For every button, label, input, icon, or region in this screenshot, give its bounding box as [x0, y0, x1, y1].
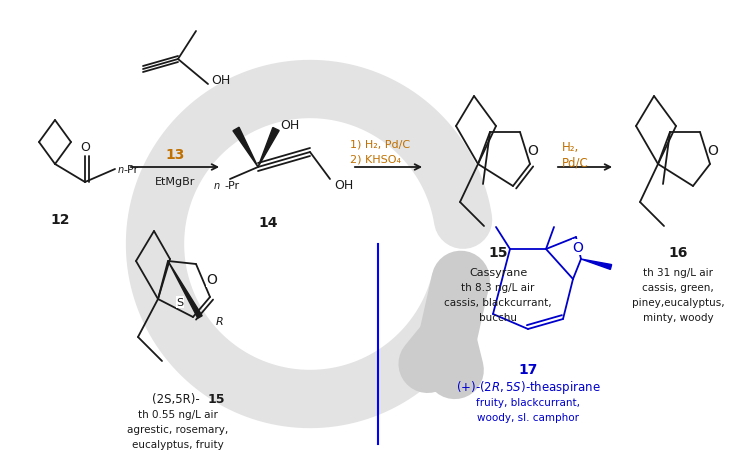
Text: th 31 ng/L air: th 31 ng/L air [643, 268, 713, 278]
Text: bucchu: bucchu [479, 312, 517, 322]
Text: (2S,5R)-: (2S,5R)- [152, 393, 200, 405]
Text: -Pr: -Pr [123, 165, 138, 175]
Text: 14: 14 [259, 216, 277, 229]
Text: eucalyptus, fruity: eucalyptus, fruity [132, 439, 224, 449]
Text: 17: 17 [518, 362, 538, 376]
Text: piney,eucalyptus,: piney,eucalyptus, [632, 298, 725, 307]
Text: OH: OH [334, 179, 354, 192]
Text: 15: 15 [208, 393, 225, 405]
Text: woody, sl. camphor: woody, sl. camphor [477, 412, 579, 422]
Polygon shape [581, 259, 611, 270]
Text: -Pr: -Pr [224, 181, 239, 191]
Text: 1) H₂, Pd/C: 1) H₂, Pd/C [350, 140, 410, 150]
Text: H₂,: H₂, [562, 141, 579, 154]
Text: S: S [176, 298, 183, 307]
Text: Pd/C: Pd/C [562, 156, 589, 169]
Text: EtMgBr: EtMgBr [155, 177, 195, 187]
Text: O: O [572, 241, 584, 254]
Text: O: O [707, 144, 719, 157]
Text: R: R [216, 316, 224, 326]
Polygon shape [233, 128, 258, 167]
Text: fruity, blackcurrant,: fruity, blackcurrant, [476, 397, 580, 407]
Text: n: n [118, 165, 124, 175]
Text: agrestic, rosemary,: agrestic, rosemary, [127, 424, 228, 434]
Text: n: n [214, 181, 220, 191]
Text: 12: 12 [51, 212, 70, 227]
Text: O: O [207, 273, 217, 286]
Text: O: O [80, 141, 90, 154]
Text: cassis, green,: cassis, green, [642, 283, 714, 293]
Text: Cassyrane: Cassyrane [469, 268, 527, 278]
Text: minty, woody: minty, woody [642, 312, 713, 322]
Text: th 0.55 ng/L air: th 0.55 ng/L air [138, 409, 218, 419]
Text: th 8.3 ng/L air: th 8.3 ng/L air [461, 283, 535, 293]
Text: 13: 13 [165, 148, 185, 162]
Text: O: O [528, 144, 538, 157]
Text: OH: OH [280, 119, 299, 132]
Text: $(+)$-$(2R,5S)$-theaspirane: $(+)$-$(2R,5S)$-theaspirane [455, 379, 600, 396]
Text: 16: 16 [668, 245, 688, 259]
Text: cassis, blackcurrant,: cassis, blackcurrant, [444, 298, 552, 307]
Text: 15: 15 [489, 245, 507, 259]
Text: OH: OH [211, 73, 230, 86]
Polygon shape [168, 262, 202, 318]
Polygon shape [258, 128, 279, 167]
Text: 2) KHSO₄: 2) KHSO₄ [350, 155, 401, 165]
